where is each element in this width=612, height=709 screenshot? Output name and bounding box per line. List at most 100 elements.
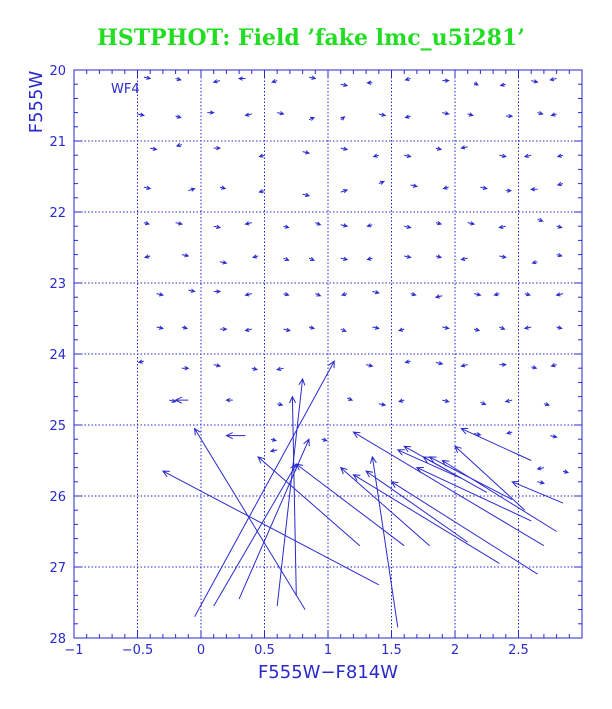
short-vector [543,402,551,407]
short-vector [244,327,252,332]
short-vector [308,325,316,330]
panel-label: WF4 [111,82,140,97]
short-vector [276,366,284,371]
long-vector [289,395,297,596]
long-vector [193,427,306,610]
short-vector [372,290,380,295]
long-vector [365,470,468,543]
short-vector [340,189,349,194]
short-vector [244,112,252,117]
short-vector [302,150,311,155]
short-vector [550,363,557,368]
short-vector [283,327,292,332]
x-axis-label: F555W−F814W [258,662,398,683]
short-vector [181,325,189,330]
short-vector [308,75,317,80]
short-vector [460,256,468,261]
short-vector [550,112,557,117]
short-vector [175,114,182,119]
short-vector [524,292,531,297]
short-vector [365,363,374,368]
short-vector [346,396,354,401]
short-vector [251,254,259,259]
short-vector [499,362,507,367]
short-vector [340,82,349,87]
short-vector [156,325,165,330]
short-vector [270,437,278,442]
short-vector [302,192,311,198]
short-vector [523,153,532,158]
short-vector [556,253,563,258]
short-vector [537,111,544,116]
short-vector [473,432,482,437]
short-vector [460,145,468,150]
short-vector [372,153,379,158]
short-vector [499,82,506,87]
short-vector [225,397,233,403]
short-vector [505,430,513,435]
tick-labels: −1 −0.5 0 0.5 1 1.5 2 2.5 20 21 22 23 24 25 26 27 28 [49,64,528,658]
short-vector [398,327,405,332]
short-vector [321,437,328,442]
short-vector [137,112,146,117]
short-vector [398,398,405,403]
short-vector [212,79,221,84]
long-vector [194,360,335,617]
short-vector [378,402,387,407]
short-vector [498,224,506,229]
short-vector [442,78,450,83]
short-vector [277,111,285,116]
short-vector [550,434,558,439]
short-vector [340,116,346,121]
short-vector [251,366,259,371]
short-vector [378,112,387,117]
short-vector [213,224,222,229]
short-vector [181,253,190,258]
short-vector [404,76,411,82]
x-tick-label: 1.5 [381,643,402,658]
short-vector [505,188,513,193]
short-vector [340,292,348,297]
y-tick-label: 26 [49,490,66,505]
short-vector [219,260,228,265]
long-vector [415,467,532,522]
short-vector [556,182,564,187]
short-vector [143,185,152,190]
short-vector [315,221,322,226]
short-vector [366,223,373,228]
short-vector [531,79,539,84]
short-vector [467,112,474,117]
short-vector [404,359,411,364]
short-vector [213,145,222,151]
long-vector [225,432,246,440]
x-tick-label: 1 [324,643,332,658]
long-vector [511,480,564,504]
short-vector [150,146,158,151]
short-vector [460,363,468,368]
short-vector [169,398,177,403]
short-vector [220,326,228,332]
short-vector [244,292,252,297]
short-vector [372,325,380,330]
short-vector [378,180,385,185]
short-vector [531,260,538,265]
short-vector [181,366,190,371]
short-vector [219,185,227,190]
short-vector [213,363,222,368]
long-vector [390,481,538,575]
long-vector [460,427,532,461]
short-vector [549,77,557,82]
short-vector [404,254,412,259]
short-vector [404,114,411,119]
short-vector [143,254,151,259]
short-vector [556,325,563,330]
short-vector [143,221,150,226]
long-vector [295,463,405,547]
short-vector [499,254,507,259]
long-vector [454,445,526,511]
short-vector [555,292,564,297]
long-vector [369,455,399,628]
long-vector [339,466,430,547]
long-vector [396,449,462,479]
short-vector [404,224,412,229]
